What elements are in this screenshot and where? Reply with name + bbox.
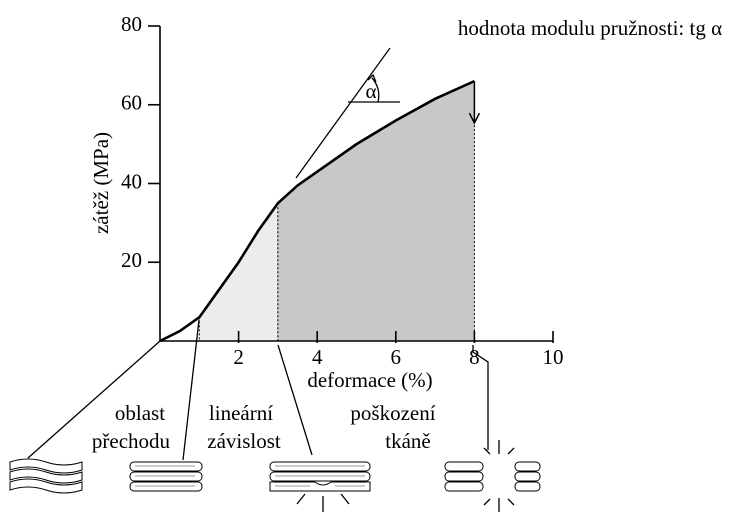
x-tick-label: 4 [312, 345, 323, 369]
shaded-region [277, 81, 475, 341]
x-tick-label: 2 [233, 345, 244, 369]
region-label: přechodu [92, 429, 171, 453]
curve [159, 79, 475, 343]
region-label: závislost [207, 429, 281, 453]
tangent-line [295, 47, 391, 179]
x-tick-label: 10 [543, 345, 564, 369]
region-label: tkáně [385, 429, 430, 453]
region-label: lineární [209, 401, 273, 425]
annotation: hodnota modulu pružnosti: tg α [458, 16, 722, 40]
failure-arrow [468, 81, 481, 125]
y-tick-label: 60 [121, 91, 142, 115]
y-tick-label: 40 [121, 169, 142, 193]
angle-label: α [365, 79, 376, 103]
shaded-regions [198, 81, 475, 341]
fibre-straight [129, 461, 203, 492]
y-tick-label: 80 [121, 12, 142, 36]
y-axis-label: zátěž (MPa) [89, 132, 113, 234]
x-tick-label: 8 [469, 345, 480, 369]
shaded-region [199, 203, 278, 341]
x-tick-label: 6 [391, 345, 402, 369]
angle-arc [371, 77, 380, 103]
leader-line [472, 345, 489, 450]
leader-line [277, 344, 313, 456]
fibre-wavy [9, 458, 83, 494]
x-axis-label: deformace (%) [307, 368, 432, 392]
leader-line [27, 340, 161, 459]
y-tick-label: 20 [121, 248, 142, 272]
region-label: poškození [350, 401, 435, 425]
fibre-ruptured [444, 440, 541, 512]
region-label: oblast [115, 401, 165, 425]
fibre-stretched [269, 461, 371, 512]
leader-line [182, 319, 200, 461]
angle-arrow [367, 73, 377, 83]
